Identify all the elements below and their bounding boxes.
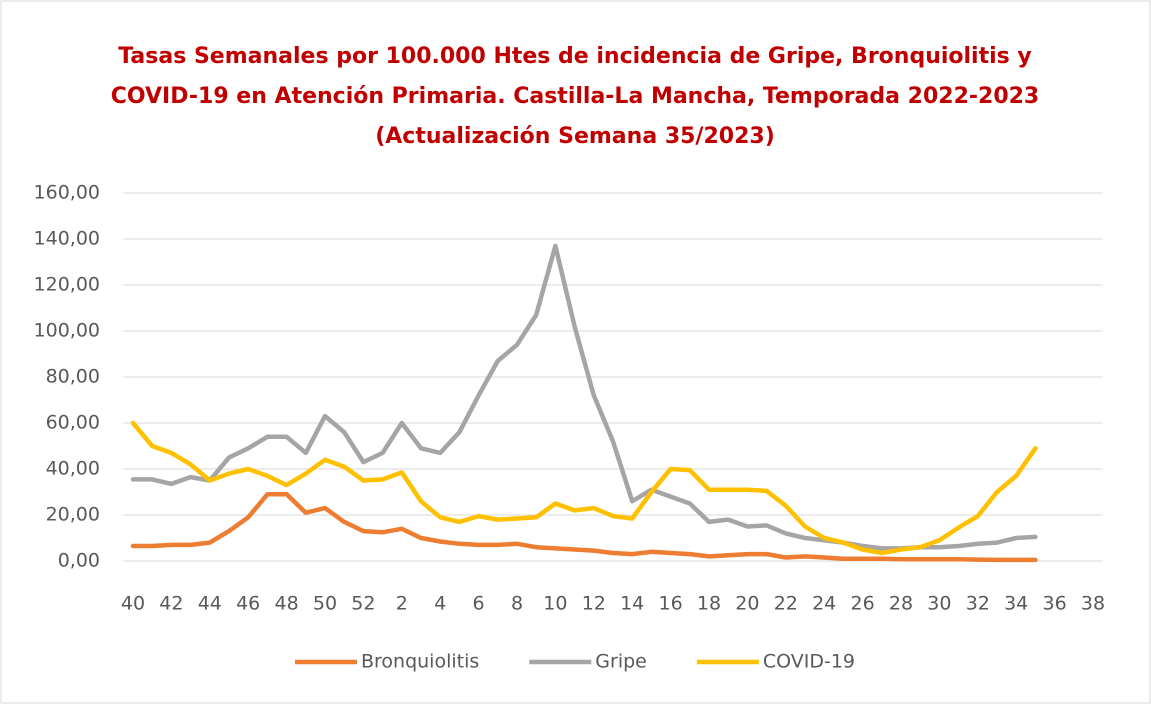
series-line (130, 420, 1038, 556)
x-tick-label: 20 (735, 593, 759, 615)
x-tick-label: 40 (121, 593, 145, 615)
series-line (130, 243, 1038, 551)
chart-title: Tasas Semanales por 100.000 Htes de inci… (118, 44, 1032, 69)
x-tick-label: 50 (313, 593, 337, 615)
x-tick-label: 30 (927, 593, 951, 615)
x-tick-label: 28 (889, 593, 913, 615)
y-tick-label: 20,00 (46, 504, 100, 526)
legend-label: Gripe (595, 651, 647, 673)
x-tick-label: 52 (351, 593, 375, 615)
x-tick-label: 12 (582, 593, 606, 615)
x-tick-label: 8 (511, 593, 523, 615)
chart-title: COVID-19 en Atención Primaria. Castilla-… (111, 84, 1040, 109)
x-tick-label: 22 (774, 593, 798, 615)
y-tick-label: 160,00 (34, 182, 100, 204)
x-tick-label: 48 (275, 593, 299, 615)
y-tick-label: 0,00 (58, 550, 100, 572)
x-tick-label: 10 (543, 593, 567, 615)
x-tick-label: 32 (966, 593, 990, 615)
chart-title: (Actualización Semana 35/2023) (375, 124, 775, 149)
x-tick-label: 24 (812, 593, 836, 615)
y-tick-label: 40,00 (46, 458, 100, 480)
legend-label: COVID-19 (763, 651, 855, 673)
x-tick-label: 38 (1081, 593, 1105, 615)
legend-label: Bronquiolitis (361, 651, 479, 673)
x-tick-label: 6 (473, 593, 485, 615)
y-tick-label: 80,00 (46, 366, 100, 388)
y-tick-label: 140,00 (34, 228, 100, 250)
y-tick-label: 100,00 (34, 320, 100, 342)
x-tick-label: 18 (697, 593, 721, 615)
x-tick-label: 42 (159, 593, 183, 615)
x-tick-label: 46 (236, 593, 260, 615)
x-tick-label: 16 (659, 593, 683, 615)
x-tick-label: 36 (1043, 593, 1067, 615)
x-tick-label: 44 (198, 593, 222, 615)
y-tick-label: 120,00 (34, 274, 100, 296)
x-tick-label: 14 (620, 593, 644, 615)
x-tick-label: 4 (434, 593, 446, 615)
x-tick-label: 34 (1004, 593, 1028, 615)
y-tick-label: 60,00 (46, 412, 100, 434)
series-line (130, 492, 1038, 563)
x-tick-label: 26 (851, 593, 875, 615)
x-tick-label: 2 (396, 593, 408, 615)
